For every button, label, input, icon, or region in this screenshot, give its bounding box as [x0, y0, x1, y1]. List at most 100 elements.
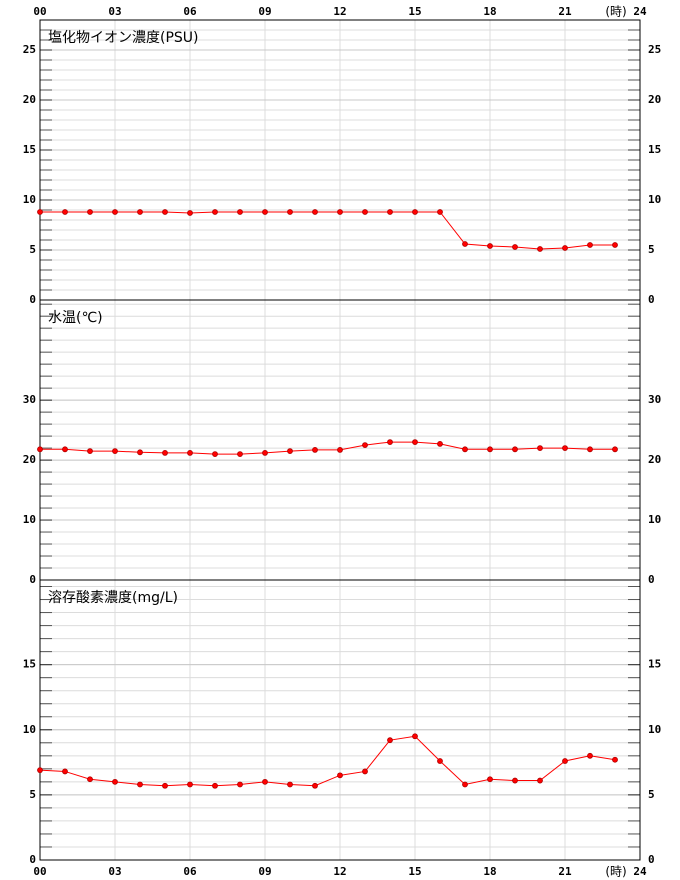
x-tick-label: 03	[108, 5, 121, 18]
data-point	[137, 449, 143, 456]
data-point	[62, 209, 68, 215]
y-tick-label: 20	[23, 453, 36, 466]
x-axis-unit: (時)	[605, 5, 626, 19]
data-line	[40, 441, 615, 455]
y-tick-label: 25	[23, 43, 36, 56]
data-point	[112, 448, 118, 454]
data-point	[512, 777, 518, 784]
x-tick-label: 15	[408, 5, 421, 18]
data-point	[412, 733, 418, 740]
y-tick-label: 10	[23, 723, 36, 736]
panel-title: 水温(℃)	[48, 310, 103, 326]
data-point	[137, 781, 143, 788]
data-point	[37, 767, 43, 774]
x-tick-label: 09	[258, 865, 271, 878]
y-tick-label: 0	[29, 573, 36, 586]
data-point	[87, 776, 93, 783]
data-point	[337, 209, 343, 215]
x-tick-label: 06	[183, 865, 197, 878]
data-point	[137, 209, 143, 215]
data-point	[112, 209, 118, 215]
data-point	[587, 446, 593, 453]
x-axis-unit: (時)	[605, 865, 626, 879]
x-tick-label: 00	[33, 865, 46, 878]
y-tick-label: 30	[648, 393, 661, 406]
y-tick-label: 0	[29, 293, 36, 306]
data-point	[237, 209, 243, 215]
data-point	[62, 446, 68, 453]
y-tick-label: 0	[648, 293, 655, 306]
data-point	[237, 451, 243, 457]
data-point	[612, 446, 618, 453]
data-point	[437, 440, 443, 447]
x-tick-label: 24	[633, 5, 647, 18]
data-point	[312, 209, 318, 215]
data-point	[537, 445, 543, 451]
data-point	[562, 245, 568, 251]
data-point	[487, 243, 493, 249]
x-tick-label: 15	[408, 865, 421, 878]
data-point	[287, 209, 293, 215]
x-tick-label: 18	[483, 5, 496, 18]
data-point	[162, 782, 168, 789]
data-point	[287, 781, 293, 788]
data-point	[112, 778, 118, 785]
x-tick-label: 12	[333, 5, 346, 18]
data-point	[562, 445, 568, 451]
data-point	[287, 448, 293, 454]
y-tick-label: 20	[648, 93, 661, 106]
data-point	[187, 449, 193, 456]
y-tick-label: 20	[648, 453, 661, 466]
data-point	[462, 446, 468, 453]
data-point	[162, 209, 168, 215]
y-tick-label: 15	[648, 658, 661, 671]
x-tick-label: 03	[108, 865, 121, 878]
data-point	[87, 448, 93, 454]
data-point	[212, 209, 218, 215]
y-tick-label: 15	[23, 143, 36, 156]
data-point	[512, 244, 518, 250]
y-tick-label: 5	[648, 788, 655, 801]
x-tick-label: 24	[633, 865, 647, 878]
data-point	[212, 451, 218, 457]
data-point	[37, 209, 43, 215]
x-tick-label: 21	[558, 865, 572, 878]
data-point	[587, 242, 593, 248]
x-tick-label: 09	[258, 5, 271, 18]
x-tick-label: 06	[183, 5, 197, 18]
data-point	[312, 446, 318, 453]
data-point	[187, 781, 193, 788]
x-tick-label: 18	[483, 865, 496, 878]
data-point	[37, 446, 43, 453]
data-point	[262, 449, 268, 456]
y-tick-label: 15	[648, 143, 661, 156]
plot-frame	[39, 579, 641, 861]
data-point	[162, 449, 168, 456]
y-tick-label: 0	[648, 573, 655, 586]
data-point	[362, 768, 368, 775]
y-tick-label: 5	[29, 243, 36, 256]
x-tick-label: 12	[333, 865, 346, 878]
y-tick-label: 10	[23, 513, 36, 526]
data-point	[212, 782, 218, 789]
data-point	[587, 752, 593, 759]
data-point	[562, 758, 568, 764]
y-tick-label: 5	[648, 243, 655, 256]
y-tick-label: 15	[23, 658, 36, 671]
data-point	[62, 768, 68, 775]
data-line	[40, 211, 615, 250]
x-tick-label: 00	[33, 5, 46, 18]
data-point	[87, 209, 93, 215]
y-tick-label: 20	[23, 93, 36, 106]
x-tick-label: 21	[558, 5, 572, 18]
data-point	[387, 737, 393, 744]
data-point	[512, 446, 518, 453]
y-tick-label: 10	[648, 513, 661, 526]
data-point	[387, 209, 393, 215]
data-point	[337, 772, 343, 779]
data-point	[237, 781, 243, 788]
data-point	[612, 242, 618, 248]
data-point	[437, 758, 443, 764]
y-tick-label: 25	[648, 43, 661, 56]
